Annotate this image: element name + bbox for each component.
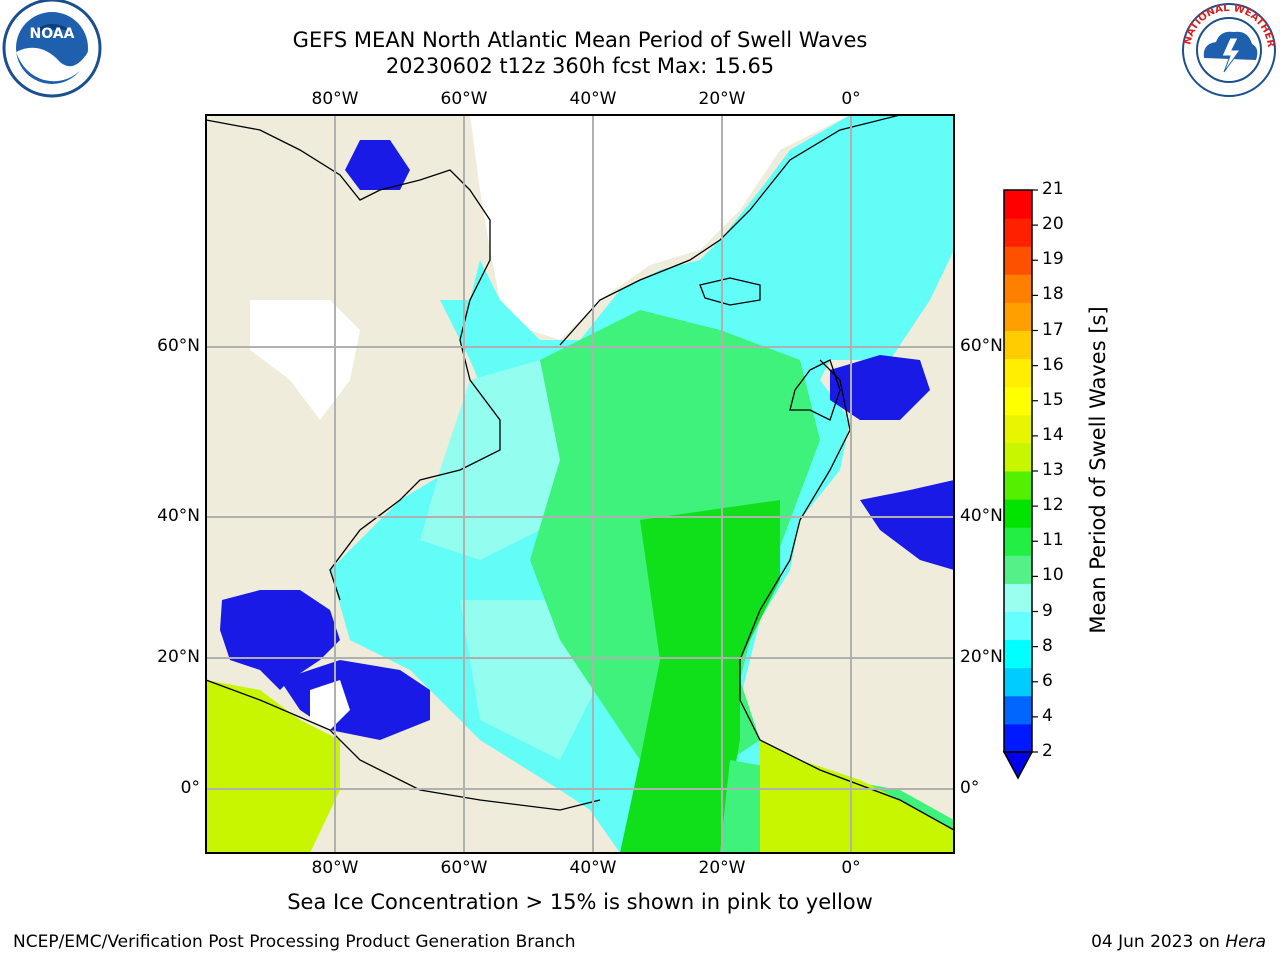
colorbar-tick-label: 17 [1042,319,1064,340]
colorbar-tick-label: 16 [1042,354,1064,375]
colorbar-segment [1004,583,1032,612]
lon-label-top: 0° [841,89,861,109]
lon-label-bottom: 60°W [440,858,488,878]
west-africa-region [760,740,954,853]
lat-label-left: 60°N [157,336,200,356]
credit-host: Hera [1225,932,1266,952]
colorbar-tick-label: 4 [1042,705,1053,726]
colorbar-tick-label: 21 [1042,179,1064,199]
colorbar-tick-label: 14 [1042,424,1064,445]
noaa-logo-text: NOAA [30,26,75,42]
colorbar-segment [1004,442,1032,472]
colorbar-segment [1004,414,1032,444]
map-frame [205,114,955,854]
lon-label-bottom: 80°W [311,858,359,878]
colorbar-segment [1004,555,1032,584]
credit-date: 04 Jun 2023 on Hera [1091,932,1266,952]
lat-label-left: 40°N [157,506,200,526]
colorbar-segment [1004,386,1032,416]
colorbar-tick-label: 8 [1042,635,1053,656]
colorbar-segment [1004,499,1032,528]
lat-label-left: 0° [180,778,200,798]
colorbar-tick-label: 11 [1042,530,1064,551]
map-area [206,115,954,853]
colorbar-segment [1004,218,1032,247]
iceland-coast [699,277,761,306]
colorbar-segment [1004,246,1032,275]
nws-logo: NATIONAL WEATHER SERVICE [1178,0,1276,97]
south-america-region [206,680,340,853]
colorbar-tick-label: 2 [1042,741,1053,761]
hudson-bay [345,140,410,190]
lat-label-right: 60°N [960,336,1003,356]
lat-label-left: 20°N [157,647,200,667]
sea-ice-note: Sea Ice Concentration > 15% is shown in … [287,890,873,914]
lat-label-right: 0° [960,778,980,798]
lat-label-right: 40°N [960,506,1003,526]
lon-label-bottom: 20°W [698,858,746,878]
colorbar-segment [1004,639,1032,669]
credit-branch: NCEP/EMC/Verification Post Processing Pr… [13,932,576,952]
colorbar-tick-label: 6 [1042,670,1053,691]
lon-label-top: 60°W [440,89,488,109]
colorbar-segment [1004,695,1032,725]
sea-ice-arctic-canada [250,300,360,420]
colorbar-extend-arrow [1002,751,1034,780]
colorbar-tick-label: 13 [1042,460,1064,480]
lon-label-top: 20°W [698,89,746,109]
mediterranean-sea [860,480,954,570]
lon-label-bottom: 0° [841,858,861,878]
north-sea [830,355,930,420]
colorbar-tick-label: 10 [1042,565,1064,586]
colorbar-segment [1004,723,1032,753]
lat-label-right: 20°N [960,647,1003,667]
colorbar-segment [1004,358,1032,388]
colorbar-tick-label: 12 [1042,495,1064,516]
colorbar-segment [1004,611,1032,641]
colorbar-segment [1004,302,1032,331]
ocean-bright-green-region [620,500,780,853]
lon-label-top: 40°W [569,89,617,109]
coastline [206,119,501,601]
colorbar-segment [1004,667,1032,697]
colorbar-tick-label: 19 [1042,249,1064,270]
sea-ice-greenland [470,115,850,340]
noaa-logo: NOAA [2,0,102,98]
colorbar-tick-label: 20 [1042,214,1064,235]
lon-label-bottom: 40°W [569,858,617,878]
colorbar-segment [1004,527,1032,556]
coastline [559,115,901,346]
gridlines [206,115,954,853]
colorbar-tick-label: 9 [1042,600,1053,621]
coastline [206,679,601,811]
colorbar-tick-label: 18 [1042,284,1064,305]
colorbar-segment [1004,190,1032,219]
colorbar-segment [1004,330,1032,360]
colorbar-segment [1004,274,1032,303]
chart-subtitle: 20230602 t12z 360h fcst Max: 15.65 [385,54,775,78]
ice-caribbean-land [310,680,350,730]
lon-label-top: 80°W [311,89,359,109]
gulf-of-mexico [220,590,340,690]
credit-date-text: 04 Jun 2023 on [1091,932,1226,952]
colorbar-segment [1004,471,1032,500]
british-isles-coast [789,359,841,421]
colorbar [1002,189,1038,780]
colorbar-tick-label: 15 [1042,389,1064,410]
colorbar-title: Mean Period of Swell Waves [s] [1086,306,1110,634]
chart-title: GEFS MEAN North Atlantic Mean Period of … [292,28,868,52]
